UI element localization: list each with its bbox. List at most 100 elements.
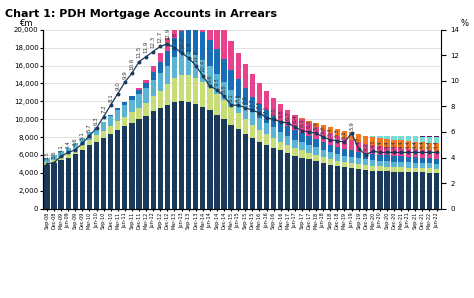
Bar (179, 31, 184, 53)
Bar (370, 137, 375, 145)
Bar (384, 167, 390, 171)
Bar (335, 166, 340, 209)
Bar (427, 143, 432, 150)
Text: 12.6: 12.6 (172, 32, 177, 44)
Bar (122, 105, 128, 117)
Bar (186, 0, 191, 26)
Bar (434, 151, 439, 159)
Bar (264, 110, 269, 123)
Text: 7.7: 7.7 (250, 98, 255, 107)
Bar (257, 104, 262, 118)
Bar (137, 108, 142, 119)
Text: 4.5: 4.5 (370, 139, 375, 148)
Bar (101, 131, 106, 138)
Bar (292, 115, 298, 130)
Bar (221, 59, 227, 82)
Bar (406, 157, 411, 162)
Bar (58, 160, 64, 209)
Bar (243, 88, 248, 105)
Bar (320, 130, 326, 142)
Bar (363, 153, 368, 159)
Bar (73, 154, 78, 209)
Text: 4.4: 4.4 (413, 140, 418, 149)
Bar (214, 16, 219, 49)
Text: 9.6: 9.6 (207, 74, 212, 83)
Bar (292, 148, 298, 156)
Bar (94, 142, 99, 209)
Bar (349, 132, 354, 140)
Bar (108, 116, 113, 126)
Text: 4.6: 4.6 (73, 138, 78, 146)
Bar (349, 168, 354, 209)
Bar (207, 66, 212, 87)
Text: 6.0: 6.0 (307, 120, 311, 128)
Bar (363, 136, 368, 144)
Bar (356, 169, 361, 209)
Bar (164, 84, 170, 105)
Bar (384, 171, 390, 209)
Bar (413, 136, 418, 142)
Text: 4.4: 4.4 (399, 140, 404, 149)
Bar (320, 163, 326, 209)
Bar (399, 162, 404, 167)
Bar (137, 90, 142, 94)
Bar (264, 134, 269, 145)
Bar (164, 38, 170, 51)
Bar (278, 142, 283, 150)
Bar (122, 102, 128, 105)
Text: 9.0: 9.0 (115, 81, 120, 90)
Bar (320, 125, 326, 130)
Bar (129, 123, 135, 209)
Bar (384, 139, 390, 147)
Bar (73, 150, 78, 154)
Bar (228, 70, 234, 90)
Bar (299, 119, 305, 133)
Bar (122, 126, 128, 209)
Bar (80, 138, 85, 145)
Bar (342, 162, 347, 167)
Bar (228, 107, 234, 125)
Bar (207, 40, 212, 66)
Bar (129, 100, 135, 113)
Bar (427, 136, 432, 137)
Bar (399, 136, 404, 140)
Bar (179, 7, 184, 31)
Bar (58, 151, 64, 157)
Bar (342, 156, 347, 162)
Bar (377, 138, 383, 146)
Text: 12.9: 12.9 (165, 28, 170, 40)
Text: 8.1: 8.1 (228, 93, 234, 102)
Bar (370, 136, 375, 137)
Text: 6.4: 6.4 (292, 115, 297, 123)
Bar (108, 134, 113, 209)
Bar (285, 126, 291, 136)
Bar (243, 134, 248, 209)
Bar (44, 158, 50, 162)
Bar (271, 138, 276, 148)
Bar (299, 142, 305, 150)
Bar (243, 119, 248, 134)
Bar (392, 136, 397, 140)
Text: 4.4: 4.4 (377, 140, 383, 149)
Text: 7.0: 7.0 (271, 107, 276, 116)
Bar (65, 154, 71, 158)
Text: 6.7: 6.7 (285, 111, 290, 119)
Bar (420, 163, 425, 168)
Bar (384, 136, 390, 139)
Bar (328, 165, 333, 209)
Bar (313, 161, 319, 209)
Bar (228, 41, 234, 70)
Bar (356, 142, 361, 152)
Bar (377, 146, 383, 155)
Bar (413, 157, 418, 163)
Bar (214, 74, 219, 94)
Bar (335, 154, 340, 161)
Bar (434, 143, 439, 151)
Text: 9.9: 9.9 (122, 70, 128, 79)
Bar (214, 94, 219, 115)
Bar (200, 82, 205, 107)
Bar (129, 96, 135, 100)
Bar (370, 145, 375, 154)
Bar (406, 136, 411, 141)
Bar (363, 159, 368, 165)
